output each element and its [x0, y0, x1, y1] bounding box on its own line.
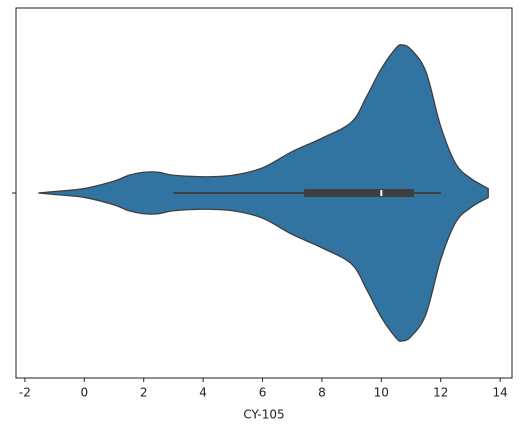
x-tick-label: 0 [80, 386, 88, 400]
x-tick-label: -2 [19, 386, 31, 400]
box [304, 189, 414, 197]
x-axis-label: CY-105 [243, 408, 284, 422]
x-tick-label: 10 [374, 386, 389, 400]
plot-frame [15, 7, 513, 379]
x-tick-label: 14 [492, 386, 507, 400]
x-tick-label: 12 [433, 386, 448, 400]
x-tick-label: 6 [259, 386, 267, 400]
median [380, 190, 383, 196]
x-tick-label: 8 [318, 386, 326, 400]
x-tick-label: 2 [140, 386, 148, 400]
x-tick-label: 4 [199, 386, 207, 400]
